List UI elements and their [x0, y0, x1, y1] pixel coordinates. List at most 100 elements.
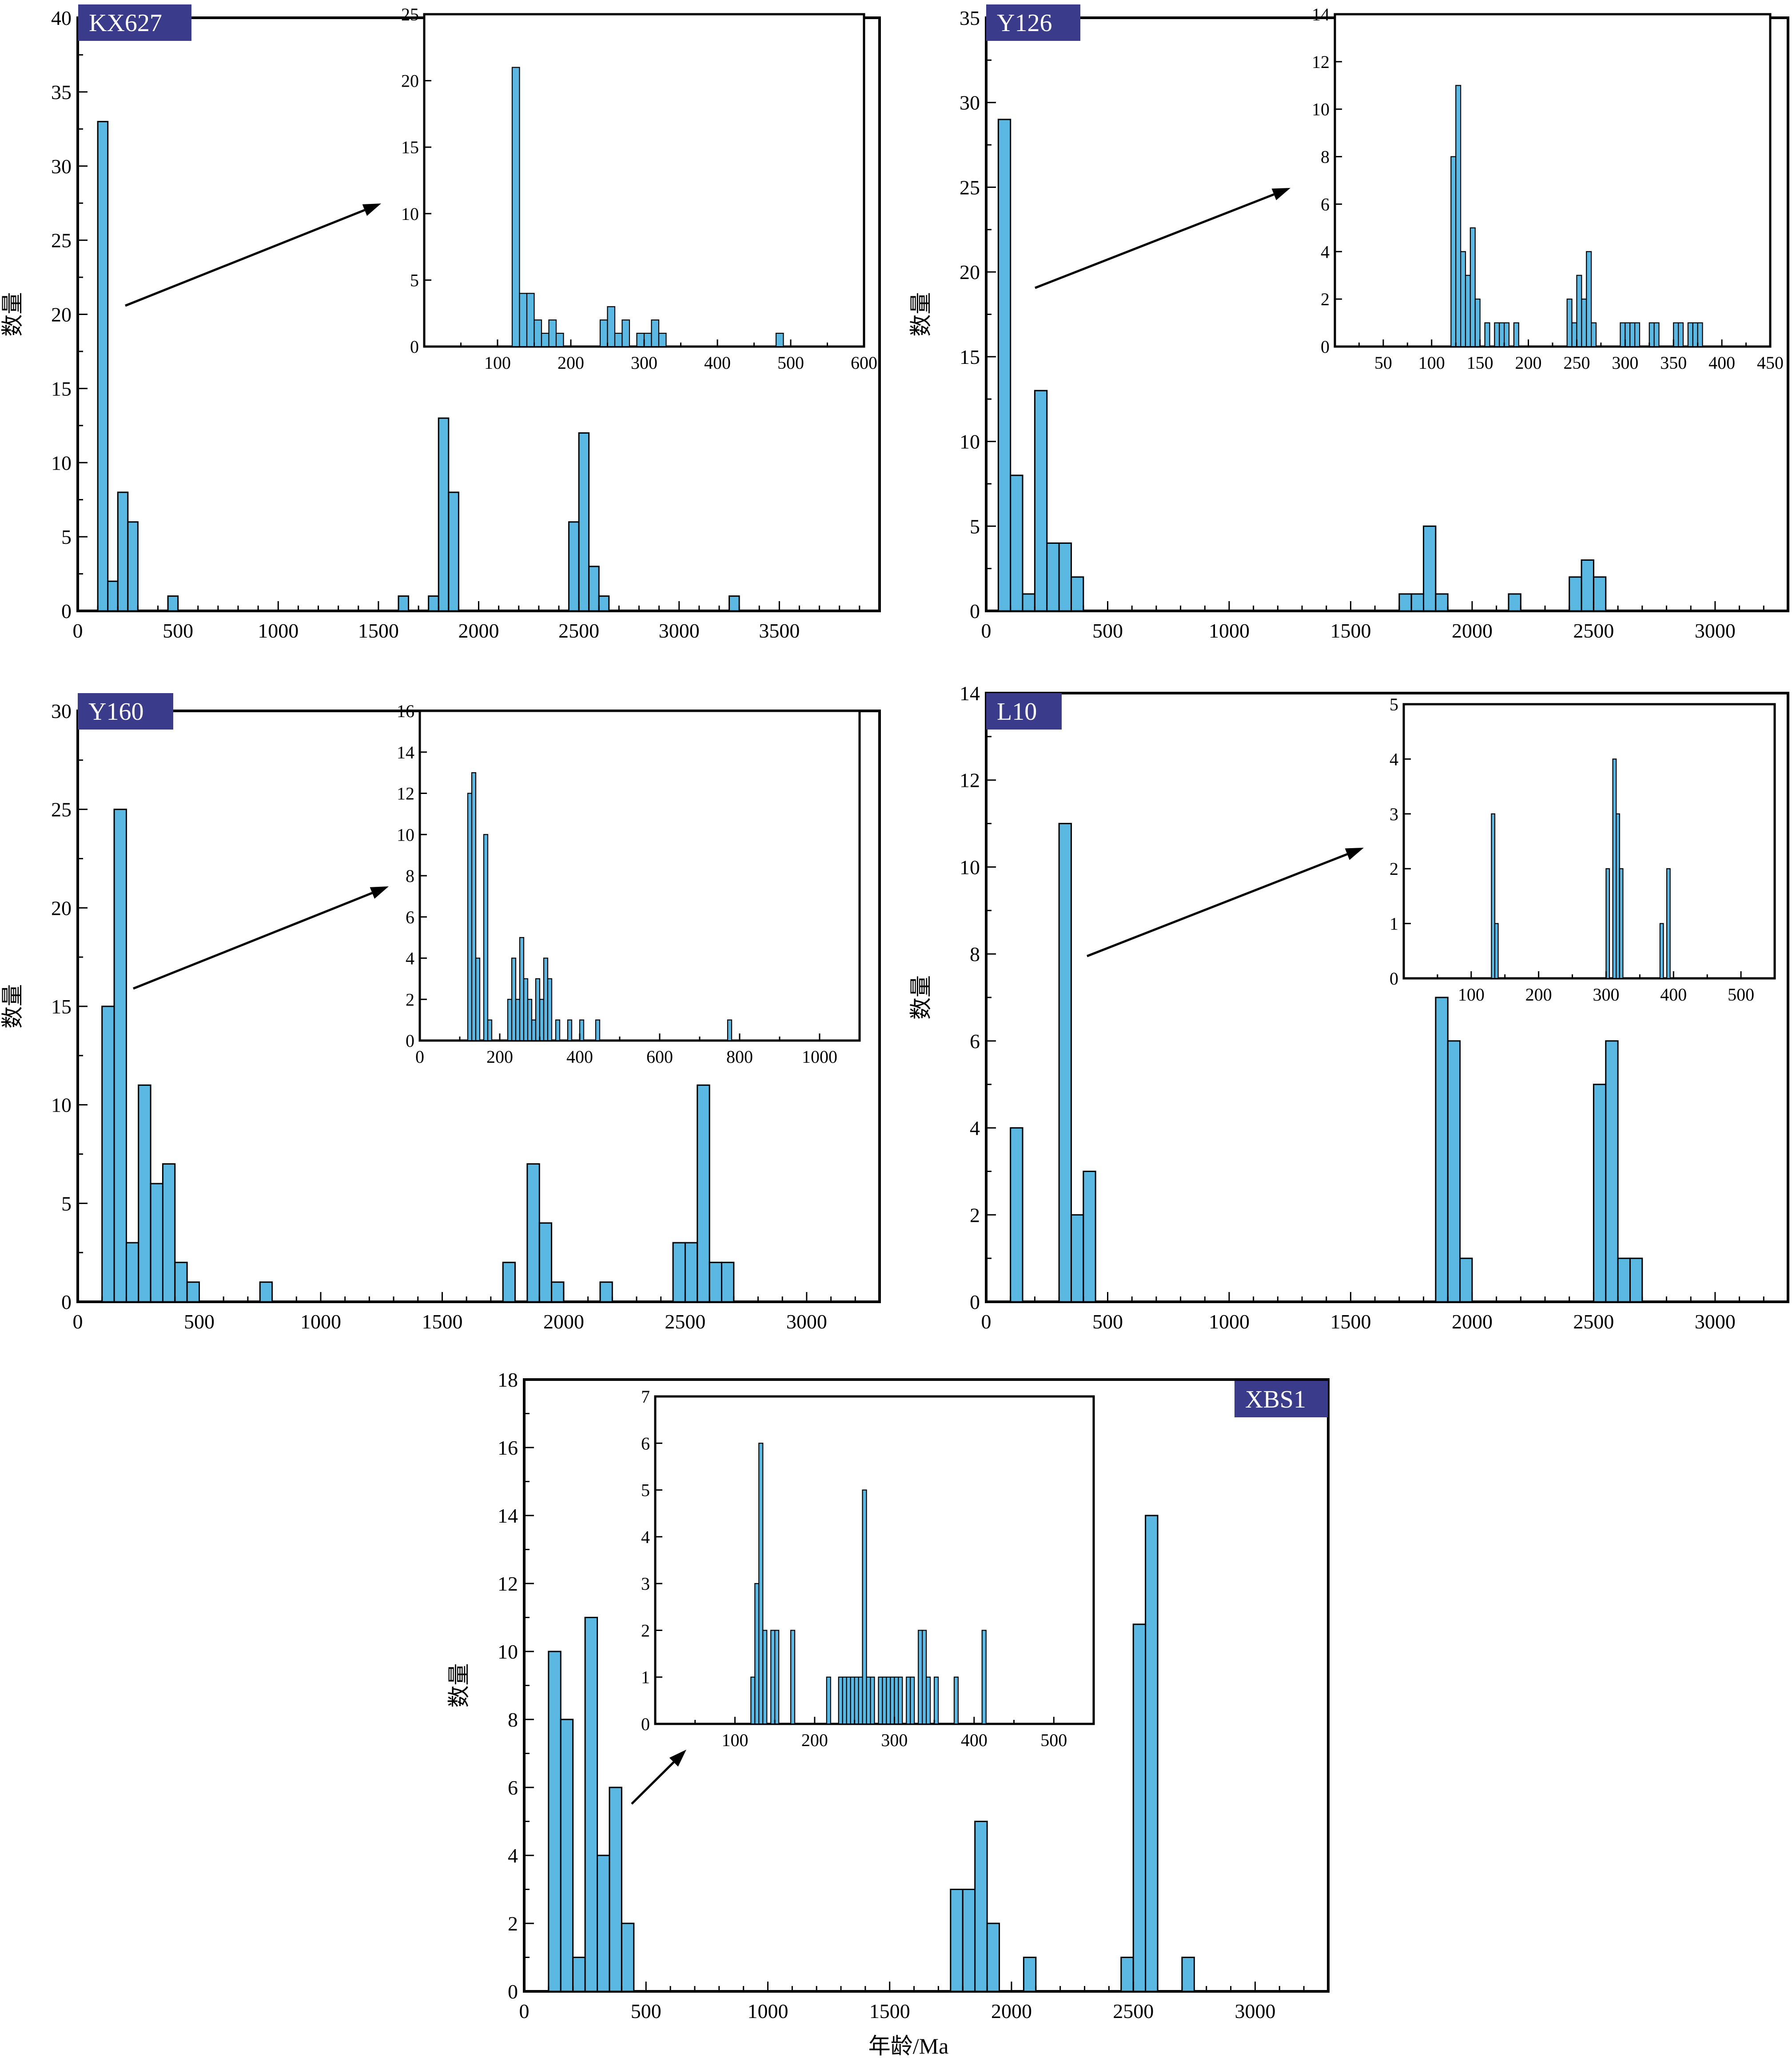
inset-y-tick-label: 0 — [410, 337, 419, 357]
y-tick-label: 5 — [61, 1192, 72, 1215]
histogram-bar — [1629, 1257, 1643, 1303]
inset-y-tick-label: 2 — [641, 1620, 650, 1640]
inset-y-tick-label: 10 — [397, 825, 414, 845]
inset-histogram-bar — [471, 772, 477, 1041]
inset-chart: 0 1 2 3 4 5 6 7 100 200 300 400 500 — [641, 1387, 1095, 1750]
inset-x-tick-label: 400 — [704, 353, 731, 373]
inset-histogram-bar — [515, 999, 521, 1041]
inset-y-tick-label: 0 — [1321, 337, 1330, 357]
inset-x-tick-label: 300 — [1593, 985, 1619, 1005]
inset-histogram-bar — [1619, 868, 1624, 979]
y-tick-label: 6 — [508, 1776, 518, 1799]
inset-x-tick-label: 450 — [1757, 353, 1784, 373]
y-tick-label: 18 — [498, 1368, 518, 1391]
histogram-bar — [186, 1281, 200, 1303]
inset-histogram-bar — [758, 1443, 764, 1725]
histogram-bar — [1132, 1623, 1147, 1992]
inset-histogram-bar — [846, 1676, 851, 1725]
inset-x-tick-label: 600 — [851, 353, 877, 373]
histogram-bar — [729, 595, 740, 612]
inset-histogram-bar — [1494, 923, 1499, 979]
inset-histogram-bar — [1484, 322, 1490, 347]
inset-x-tick-label: 100 — [1418, 353, 1445, 373]
y-tick-label: 25 — [51, 798, 72, 821]
histogram-bar — [1083, 1170, 1096, 1303]
inset-chart: 0 5 10 15 20 25 100 200 300 400 500 600 — [401, 4, 877, 373]
inset-y-tick-label: 1 — [641, 1667, 650, 1687]
histogram-bar — [125, 1242, 139, 1303]
histogram-bar — [1617, 1257, 1631, 1303]
x-tick-label: 1000 — [1209, 1310, 1250, 1333]
inset-y-tick-label: 2 — [1321, 289, 1330, 309]
y-tick-label: 16 — [498, 1436, 518, 1459]
inset-histogram-bar — [1692, 322, 1698, 347]
inset-histogram-bar — [886, 1676, 891, 1725]
histogram-bar — [1605, 1040, 1619, 1303]
inset-histogram-bar — [1491, 813, 1496, 979]
zoom-arrow — [1087, 853, 1348, 957]
inset-y-tick-label: 14 — [397, 742, 414, 762]
histogram-bar — [1435, 997, 1449, 1303]
inset-y-tick-label: 4 — [1321, 242, 1330, 262]
inset-histogram-bar — [910, 1676, 915, 1725]
inset-histogram-bar — [842, 1676, 847, 1725]
y-tick-label: 15 — [51, 377, 72, 400]
inset-y-tick-label: 20 — [401, 71, 419, 91]
inset-x-tick-label: 200 — [1515, 353, 1542, 373]
inset-histogram-bar — [1450, 156, 1457, 347]
inset-y-tick-label: 2 — [406, 989, 414, 1009]
x-axis-title: 年龄/Ma — [868, 2034, 949, 2058]
inset-y-tick-label: 8 — [406, 866, 414, 886]
inset-histogram-bar — [467, 793, 473, 1041]
y-tick-label: 15 — [960, 346, 980, 368]
x-tick-label: 0 — [981, 619, 992, 642]
inset-histogram-bar — [507, 999, 513, 1041]
x-tick-label: 1500 — [358, 619, 399, 642]
y-tick-label: 0 — [508, 1980, 518, 2003]
inset-x-tick-label: 200 — [486, 1047, 513, 1067]
histogram-bar — [1569, 576, 1582, 612]
y-tick-label: 8 — [508, 1708, 518, 1731]
inset-y-tick-label: 0 — [641, 1714, 650, 1734]
y-tick-label: 40 — [51, 7, 72, 29]
inset-histogram-bar — [1625, 322, 1631, 347]
inset-histogram-bar — [541, 332, 550, 347]
histogram-bar — [113, 809, 127, 1303]
histogram-bar — [117, 491, 129, 612]
inset-y-tick-label: 6 — [406, 907, 414, 927]
x-tick-label: 2000 — [1452, 619, 1493, 642]
x-tick-label: 2000 — [543, 1310, 584, 1333]
y-tick-label: 14 — [960, 682, 980, 705]
x-tick-label: 3500 — [759, 619, 800, 642]
x-tick-label: 500 — [184, 1310, 215, 1333]
inset-histogram-bar — [727, 1019, 733, 1041]
x-tick-label: 1500 — [869, 2000, 910, 2022]
panel-label: XBS1 — [1245, 1386, 1306, 1413]
y-tick-label: 10 — [51, 1094, 72, 1117]
inset-y-tick-label: 16 — [397, 701, 414, 721]
y-tick-label: 30 — [51, 700, 72, 722]
inset-x-tick-label: 400 — [961, 1730, 988, 1750]
inset-histogram-bar — [1697, 322, 1703, 347]
histogram-bar — [721, 1261, 735, 1303]
inset-y-tick-label: 4 — [1390, 749, 1398, 769]
inset-frame — [654, 1395, 1095, 1725]
inset-y-tick-label: 12 — [1312, 52, 1330, 72]
inset-histogram-bar — [1616, 813, 1620, 979]
inset-histogram-bar — [534, 319, 542, 347]
histogram-bar — [162, 1163, 176, 1303]
inset-histogram-bar — [1678, 322, 1684, 347]
x-tick-label: 500 — [1092, 1310, 1123, 1333]
inset-histogram-bar — [526, 293, 535, 347]
inset-histogram-bar — [1591, 322, 1597, 347]
inset-histogram-bar — [614, 332, 623, 347]
histogram-bar — [502, 1261, 516, 1303]
y-tick-label: 30 — [51, 155, 72, 178]
inset-histogram-bar — [523, 978, 529, 1041]
inset-y-tick-label: 4 — [641, 1527, 650, 1547]
inset-histogram-bar — [1620, 322, 1626, 347]
inset-x-tick-label: 500 — [1728, 985, 1754, 1005]
inset-x-tick-label: 100 — [1458, 985, 1485, 1005]
histogram-bar — [1181, 1957, 1195, 1992]
